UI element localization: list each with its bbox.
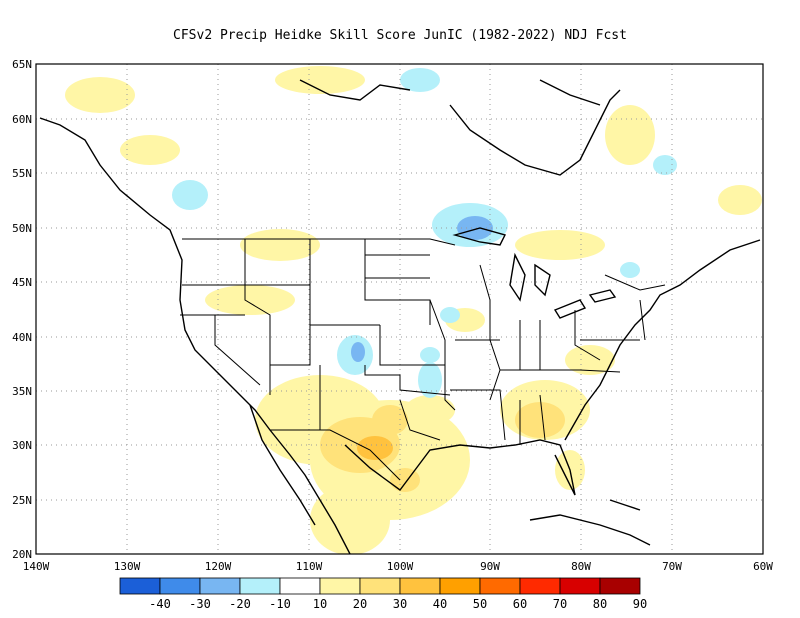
political-borders xyxy=(180,238,666,481)
lon-label: 60W xyxy=(753,560,773,573)
lon-label: 70W xyxy=(662,560,682,573)
colorbar-swatch xyxy=(439,577,481,595)
lon-label: 80W xyxy=(571,560,591,573)
latitude-labels: 65N 60N 55N 50N 45N 40N 35N 30N 25N 20N xyxy=(12,58,32,561)
colorbar-swatch xyxy=(159,577,201,595)
colorbar-swatch xyxy=(199,577,241,595)
colorbar-swatch xyxy=(239,577,281,595)
lon-label: 130W xyxy=(114,560,141,573)
lat-label: 30N xyxy=(12,439,32,452)
colorbar-swatch xyxy=(479,577,521,595)
colorbar-label: 70 xyxy=(553,597,567,611)
colorbar-label: -30 xyxy=(189,597,211,611)
chart-title: CFSv2 Precip Heidke Skill Score JunIC (1… xyxy=(173,28,627,43)
colorbar-swatch xyxy=(359,577,401,595)
colorbar-label: 10 xyxy=(313,597,327,611)
colorbar-label: -10 xyxy=(269,597,291,611)
colorbar-swatch xyxy=(559,577,601,595)
colorbar-label: 50 xyxy=(473,597,487,611)
colorbar-swatch xyxy=(319,577,361,595)
lat-label: 20N xyxy=(12,548,32,561)
colorbar-label: -20 xyxy=(229,597,251,611)
lat-label: 45N xyxy=(12,276,32,289)
colorbar-swatch xyxy=(399,577,441,595)
map-frame xyxy=(35,63,764,555)
colorbar-swatch xyxy=(599,577,641,595)
lon-label: 140W xyxy=(23,560,50,573)
colorbar-label: 20 xyxy=(353,597,367,611)
colorbar-label: 30 xyxy=(393,597,407,611)
coastlines xyxy=(39,79,761,554)
colorbar-label: 90 xyxy=(633,597,647,611)
lon-label: 110W xyxy=(296,560,323,573)
lon-label: 90W xyxy=(480,560,500,573)
colorbar-swatch xyxy=(119,577,161,595)
lon-label: 100W xyxy=(387,560,414,573)
lat-label: 50N xyxy=(12,222,32,235)
colorbar-swatch xyxy=(519,577,561,595)
colorbar: -40 -30 -20 -10 10 20 30 40 50 60 70 80 90 xyxy=(119,577,647,611)
colorbar-label: 60 xyxy=(513,597,527,611)
lat-label: 60N xyxy=(12,113,32,126)
lat-label: 35N xyxy=(12,385,32,398)
colorbar-label: -40 xyxy=(149,597,171,611)
lat-label: 25N xyxy=(12,494,32,507)
lat-label: 40N xyxy=(12,331,32,344)
colorbar-label: 40 xyxy=(433,597,447,611)
colorbar-swatch xyxy=(279,577,321,595)
longitude-labels: 140W 130W 120W 110W 100W 90W 80W 70W 60W xyxy=(23,560,774,573)
lat-label: 65N xyxy=(12,58,32,71)
shaded-skill-regions xyxy=(65,66,762,554)
colorbar-label: 80 xyxy=(593,597,607,611)
lon-label: 120W xyxy=(205,560,232,573)
graticule xyxy=(36,64,763,554)
lat-label: 55N xyxy=(12,167,32,180)
